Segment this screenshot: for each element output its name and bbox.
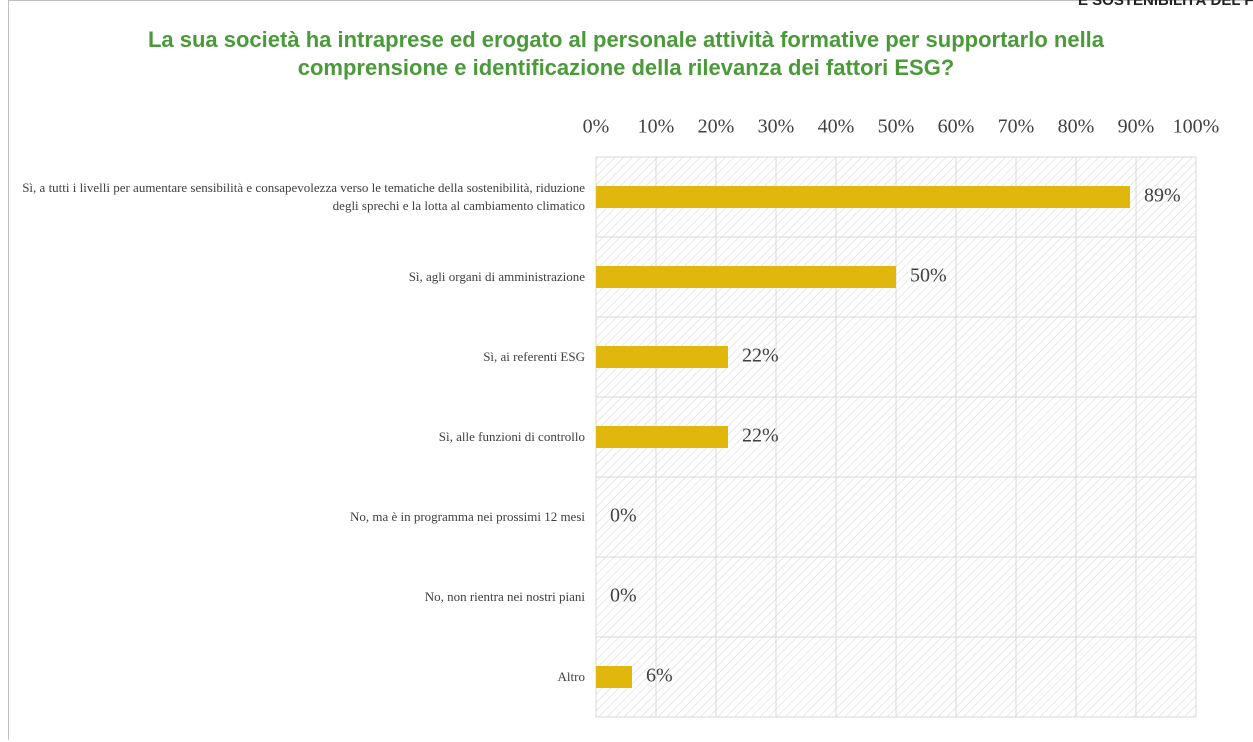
x-tick-label: 0% — [583, 116, 610, 138]
data-label: 89% — [1144, 185, 1181, 207]
data-label: 0% — [610, 585, 637, 607]
bar — [596, 426, 728, 448]
x-tick-label: 30% — [758, 116, 795, 138]
x-tick-label: 40% — [818, 116, 855, 138]
bar — [596, 266, 896, 288]
data-label: 22% — [742, 425, 779, 447]
x-tick-label: 70% — [998, 116, 1035, 138]
y-tick-label: Altro — [557, 669, 585, 684]
y-tick-label: Sì, a tutti i livelli per aumentare sens… — [22, 180, 585, 213]
data-label: 22% — [742, 345, 779, 367]
bar — [596, 346, 728, 368]
data-label: 0% — [610, 505, 637, 527]
chart-title: La sua società ha intraprese ed erogato … — [147, 27, 1105, 80]
x-tick-label: 20% — [698, 116, 735, 138]
frame — [8, 0, 1253, 740]
y-tick-label: No, non rientra nei nostri piani — [424, 589, 585, 604]
y-tick-label: No, ma è in programma nei prossimi 12 me… — [349, 509, 585, 524]
data-label: 50% — [910, 265, 947, 287]
y-tick-label: Sì, alle funzioni di controllo — [438, 429, 585, 444]
bar — [596, 666, 632, 688]
x-tick-label: 60% — [938, 116, 975, 138]
x-tick-label: 90% — [1118, 116, 1155, 138]
y-tick-label: Sì, ai referenti ESG — [483, 349, 585, 364]
header: E SOSTENIBILITÀ DEL FACTORING — [1078, 0, 1253, 9]
x-tick-label: 10% — [638, 116, 675, 138]
data-label: 6% — [646, 665, 673, 687]
bar — [596, 186, 1130, 208]
x-tick-label: 80% — [1058, 116, 1095, 138]
y-tick-label: Sì, agli organi di amministrazione — [408, 269, 585, 284]
x-tick-label: 100% — [1173, 116, 1220, 138]
x-tick-label: 50% — [878, 116, 915, 138]
